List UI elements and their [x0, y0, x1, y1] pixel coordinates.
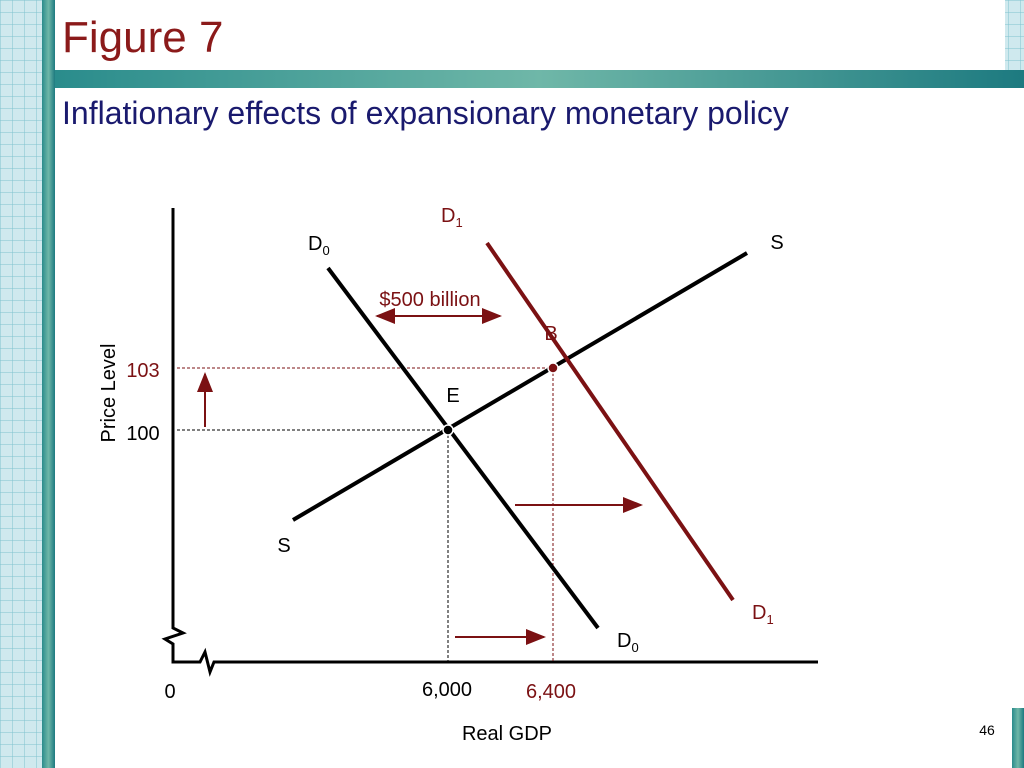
- gdp-label: 6,000: [422, 679, 472, 701]
- title: Figure 7: [62, 13, 223, 62]
- left-border: [0, 0, 42, 768]
- demand-label: D0: [617, 630, 639, 655]
- demand-label: D1: [441, 205, 463, 230]
- point-b: [547, 362, 559, 374]
- y-axis-label: Price Level: [98, 344, 120, 443]
- gdp-label: 6,400: [526, 681, 576, 703]
- shift-label: $500 billion: [379, 289, 480, 311]
- demand-label-sub: 0: [631, 640, 638, 655]
- origin-label: 0: [164, 681, 175, 703]
- supply-label: S: [277, 535, 290, 557]
- demand-curve-d0: [326, 266, 600, 630]
- demand-curve-d1: [485, 241, 735, 602]
- demand-label-sub: 1: [766, 612, 773, 627]
- supply-curve: [291, 251, 749, 522]
- top-band: [55, 70, 1024, 88]
- demand-label-sub: 0: [322, 243, 329, 258]
- supply-label: S: [770, 232, 783, 254]
- page-number: 46: [979, 722, 995, 738]
- price-label: 100: [126, 423, 159, 445]
- point-e: [442, 424, 454, 436]
- demand-label-main: D: [441, 205, 455, 227]
- x-axis-label: Real GDP: [462, 723, 552, 745]
- demand-label-main: D: [308, 233, 322, 255]
- demand-label: D1: [752, 602, 774, 627]
- right-border: [1005, 0, 1024, 70]
- point-label: B: [544, 323, 557, 345]
- demand-label-sub: 1: [455, 215, 462, 230]
- point-label: E: [446, 385, 459, 407]
- axes: [161, 208, 818, 677]
- price-label: 103: [126, 360, 159, 382]
- demand-label-main: D: [752, 602, 766, 624]
- subtitle: Inflationary effects of expansionary mon…: [62, 95, 789, 131]
- corner-block: [1012, 708, 1024, 768]
- demand-label: D0: [308, 233, 330, 258]
- demand-label-main: D: [617, 630, 631, 652]
- left-band: [42, 0, 55, 768]
